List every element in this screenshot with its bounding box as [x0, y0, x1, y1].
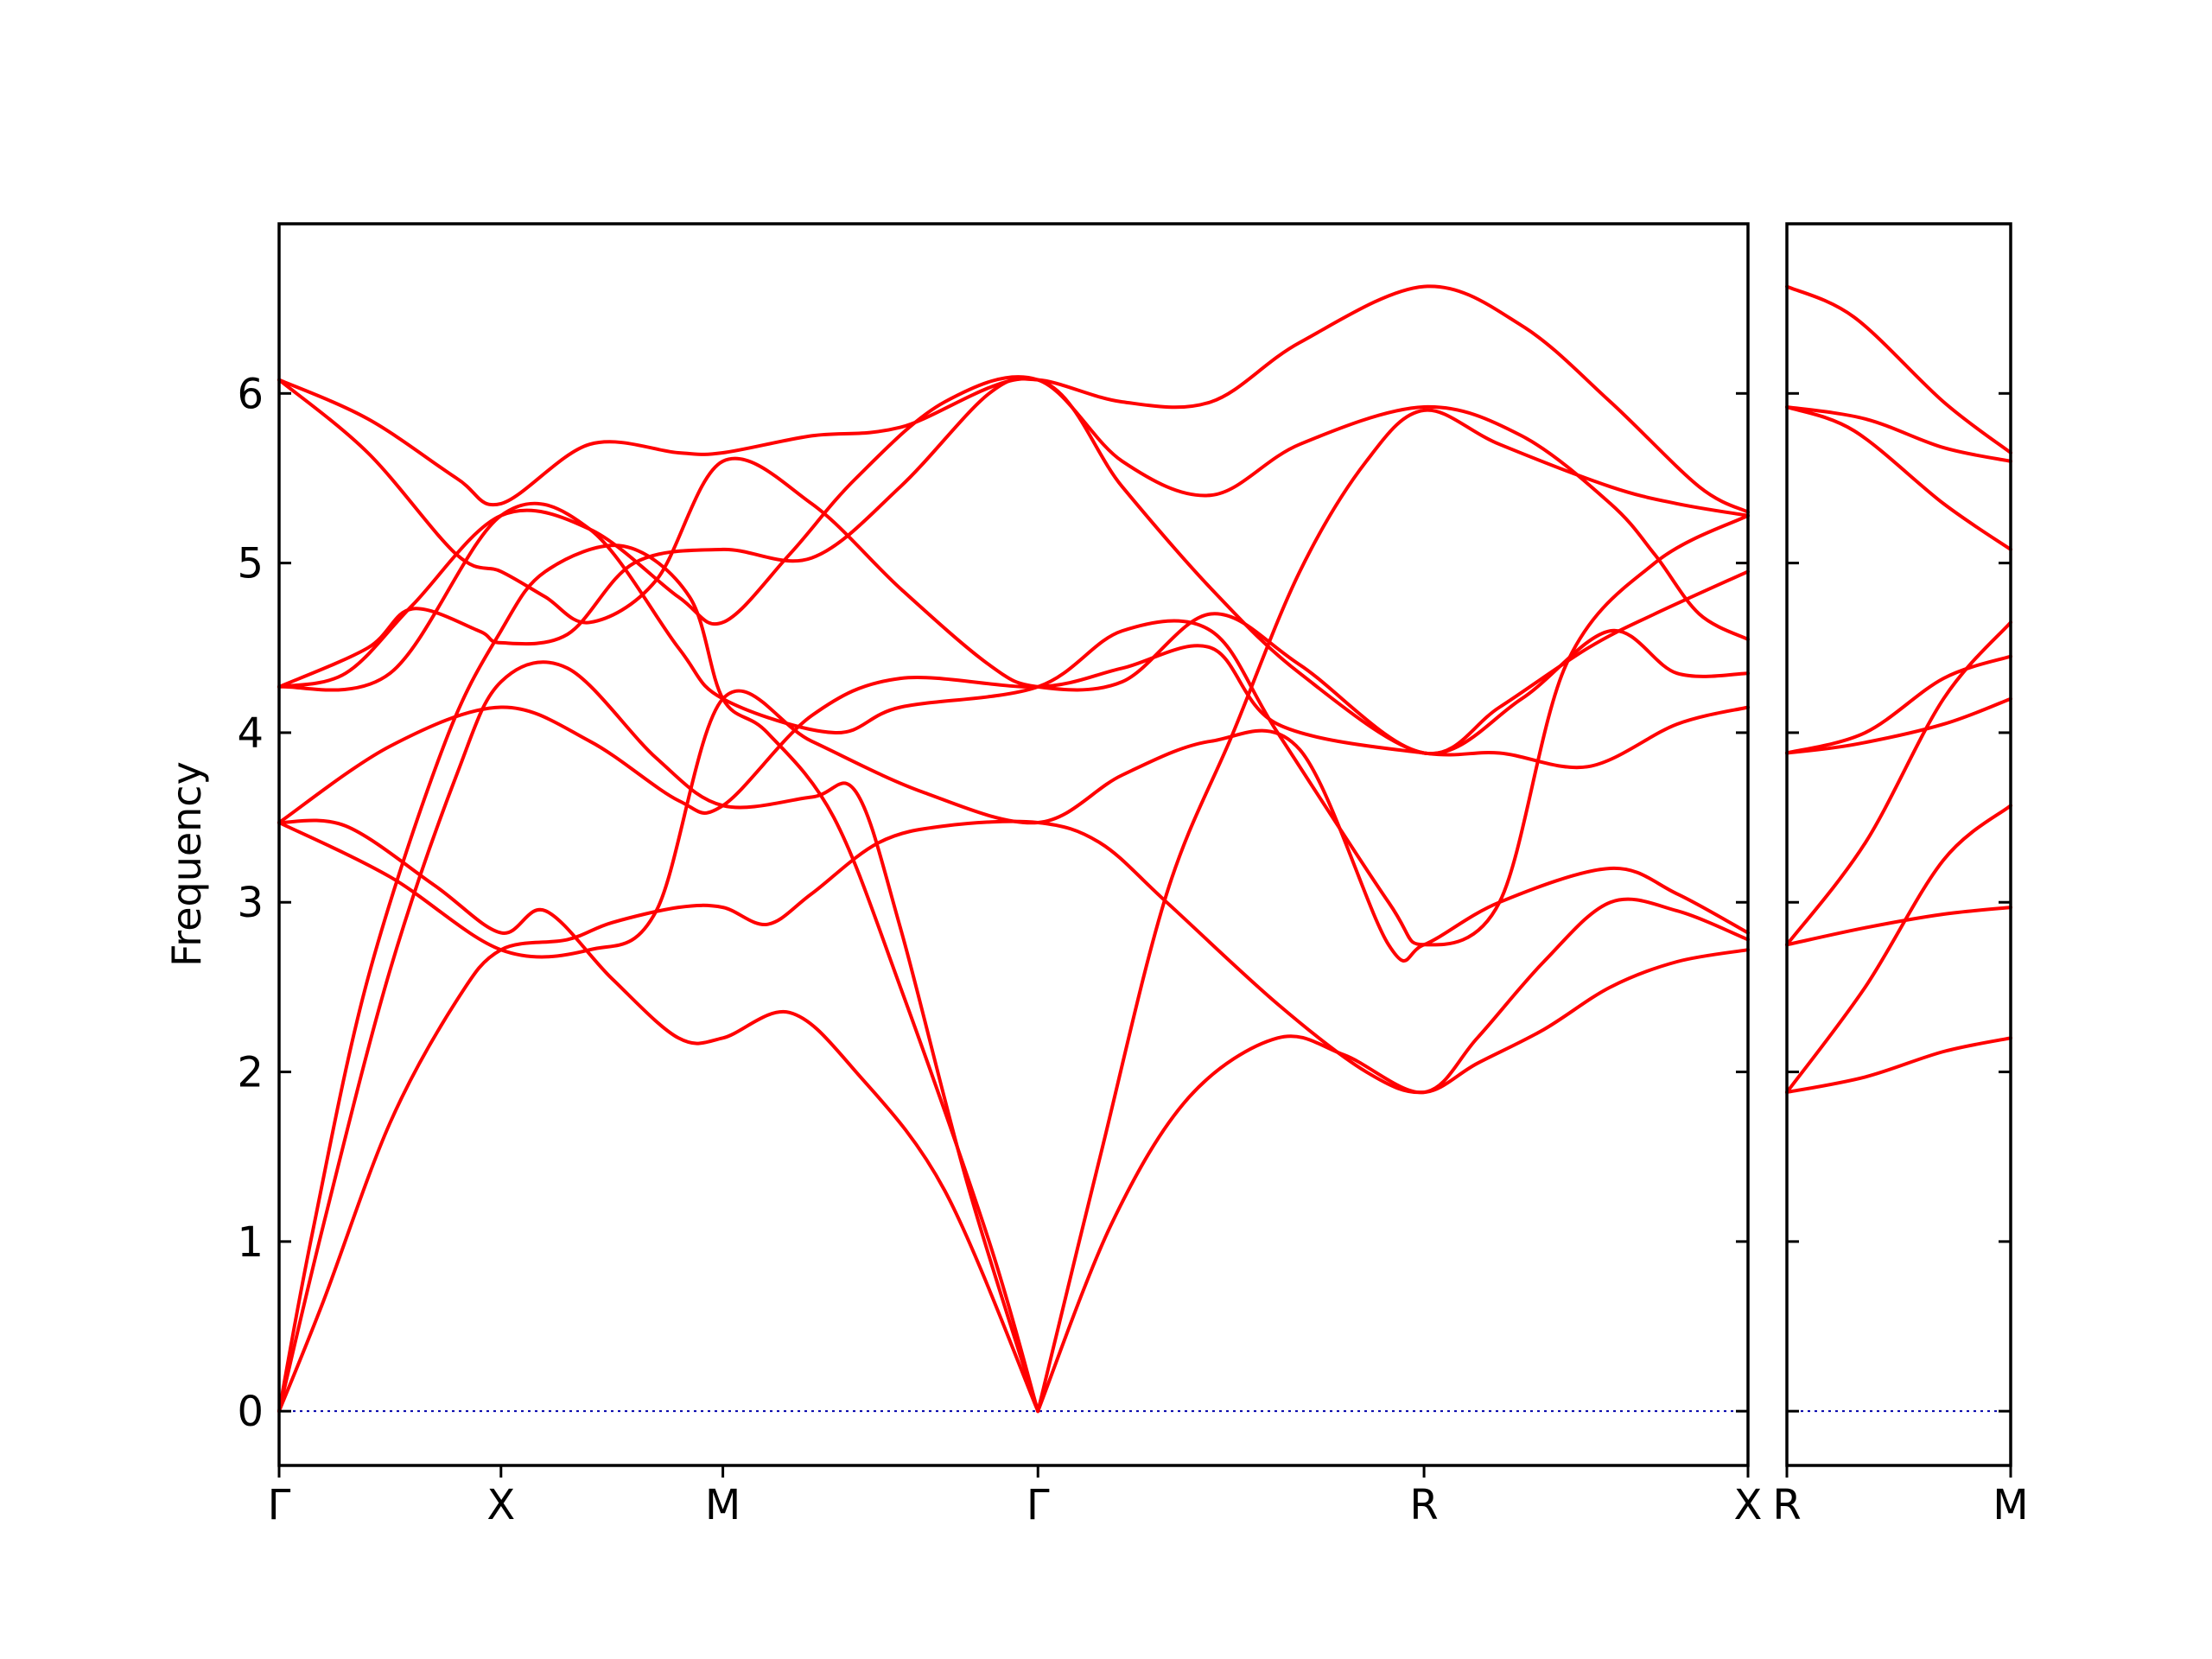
y-tick-label: 6 [237, 370, 264, 418]
band-line-panel-2-3 [1785, 405, 2012, 551]
x-tick-label-panel-2-1: R [1772, 1481, 1801, 1529]
band-line-panel-1-6 [277, 818, 1040, 1414]
band-line-panel-1-13 [277, 501, 1750, 947]
panel-frame-2 [1785, 222, 2012, 1467]
band-line-panel-2-6 [1785, 620, 2012, 947]
panel-frames [277, 222, 2012, 1467]
y-tick-label: 5 [237, 540, 264, 588]
panel-frame-1 [277, 222, 1750, 1467]
band-line-panel-2-1 [1785, 284, 2012, 454]
band-line-panel-2-4 [1785, 696, 2012, 755]
band-line-panel-2-5 [1785, 654, 2012, 755]
x-tick-label-panel-2-2: M [1993, 1481, 2028, 1529]
x-tick-label-panel-1-2: X [486, 1481, 515, 1529]
y-tick-label: 1 [237, 1218, 264, 1267]
y-tick-label: 4 [237, 709, 264, 758]
x-tick-label-panel-1-3: M [705, 1481, 741, 1529]
x-tick-label-panel-1-1: Γ [268, 1481, 291, 1529]
band-line-panel-1-5 [1036, 408, 1750, 1414]
band-line-panel-1-10 [277, 377, 1750, 756]
band-line-panel-1-2 [277, 660, 1040, 1414]
band-line-panel-1-12 [277, 689, 1750, 963]
x-tick-label-panel-1-6: X [1734, 1481, 1763, 1529]
tick-marks [277, 391, 2012, 1478]
band-line-panel-2-7 [1785, 906, 2012, 947]
band-line-panel-1-3 [277, 543, 1040, 1414]
x-tick-label-panel-1-4: Γ [1027, 1481, 1050, 1529]
x-tick-label-panel-1-5: R [1409, 1481, 1438, 1529]
band-line-panel-1-8 [277, 284, 1750, 689]
y-axis-label: Frequency [163, 761, 210, 967]
y-tick-label: 3 [237, 879, 264, 927]
y-tick-label: 2 [237, 1049, 264, 1097]
band-line-panel-1-11 [277, 378, 1750, 756]
band-line-panel-2-2 [1785, 405, 2012, 463]
band-line-panel-1-1 [277, 819, 1750, 1414]
band-lines [277, 284, 2012, 1414]
band-line-panel-2-9 [1785, 1036, 2012, 1095]
band-line-panel-2-8 [1785, 804, 2012, 1095]
band-line-panel-1-7 [277, 644, 1750, 824]
band-line-panel-1-4 [1036, 897, 1750, 1414]
band-line-panel-1-9 [277, 375, 1750, 689]
y-tick-label: 0 [237, 1388, 264, 1436]
